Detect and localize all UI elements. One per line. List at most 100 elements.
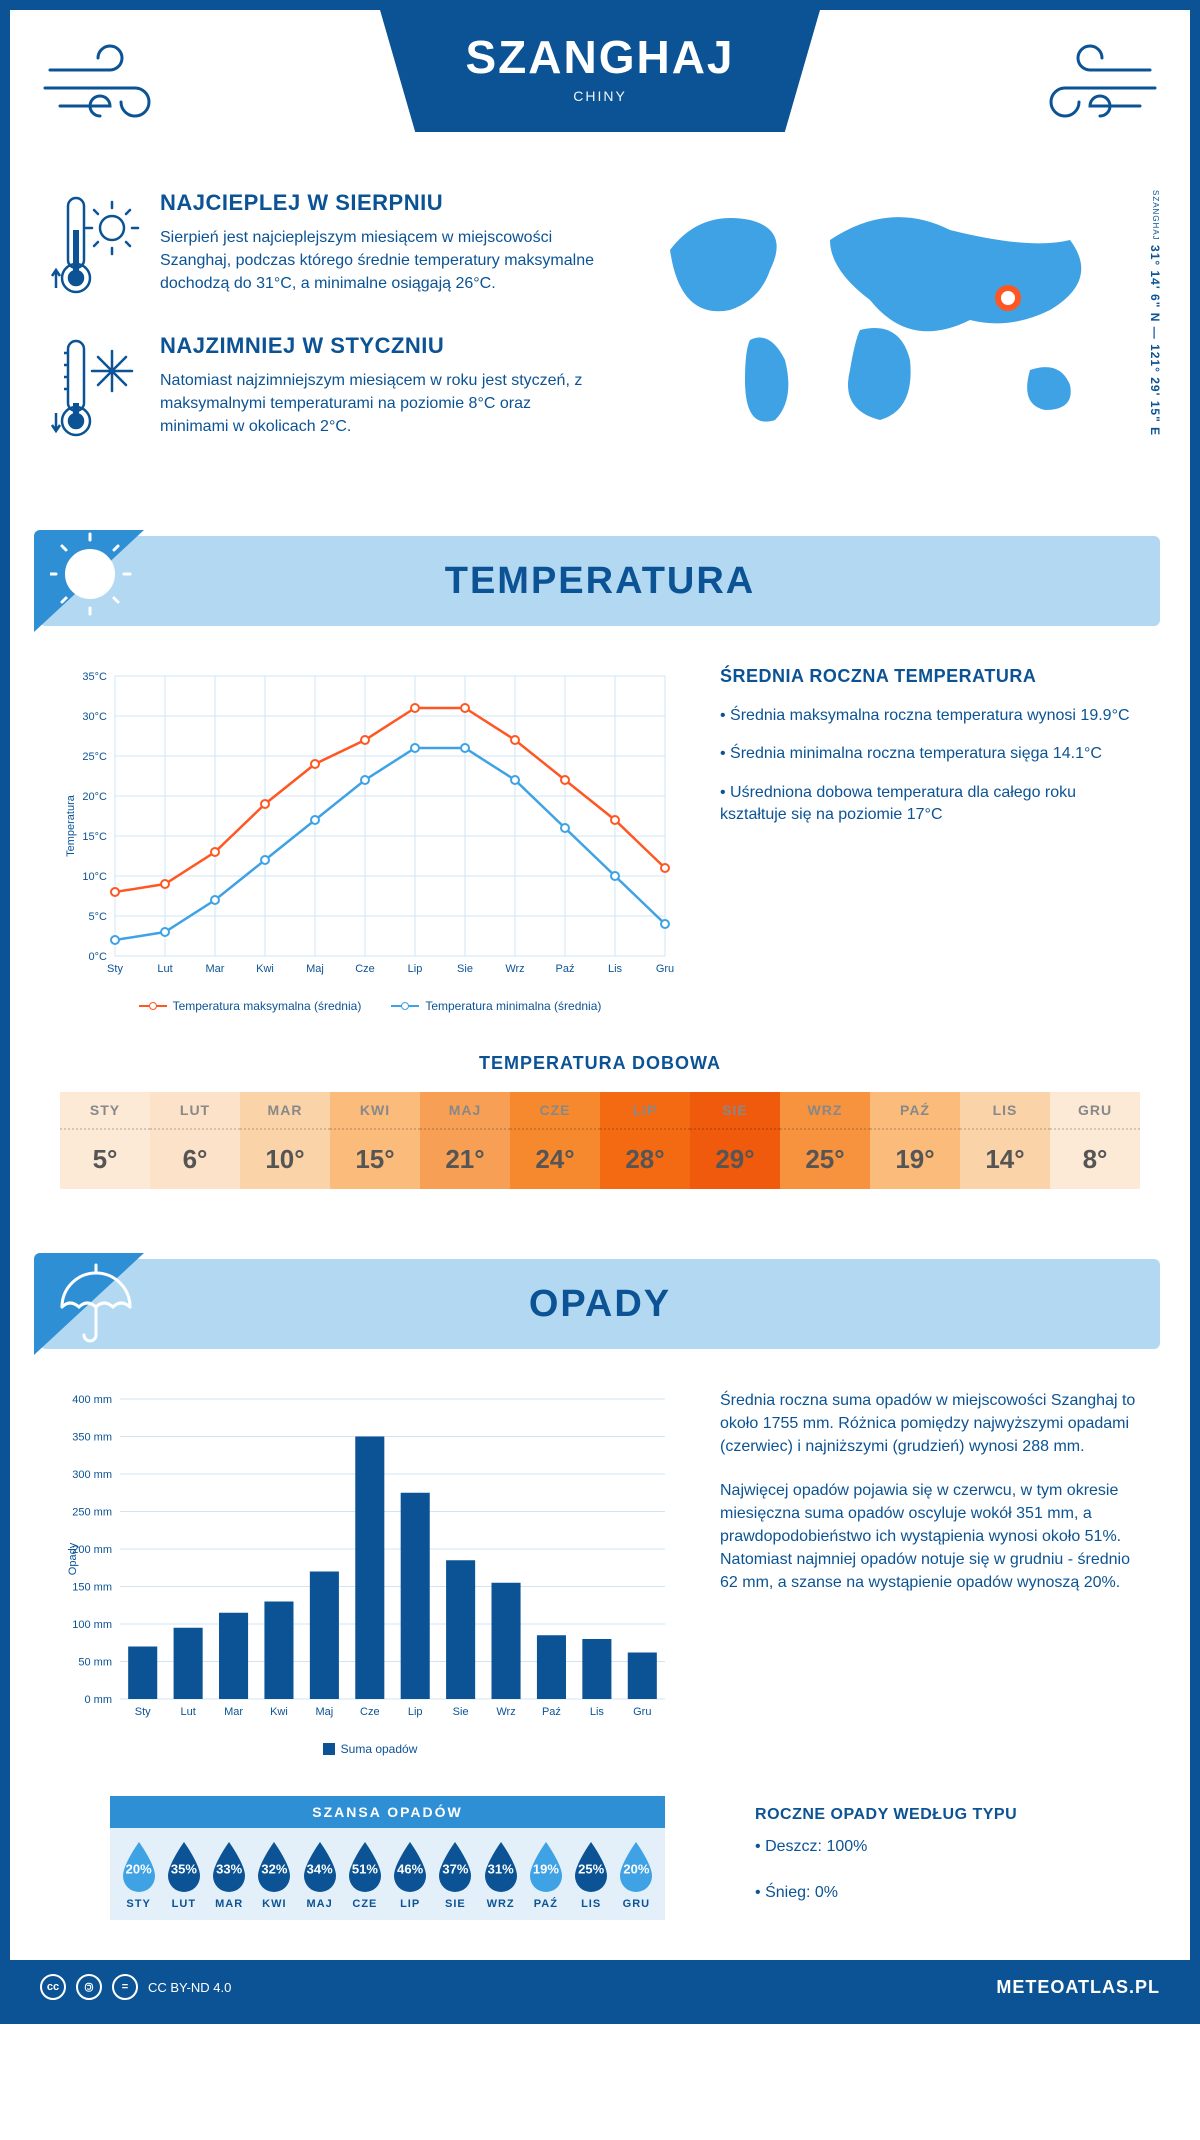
temperature-body: 0°C5°C10°C15°C20°C25°C30°C35°CStyLutMarK… [10,656,1190,1033]
thermometer-hot-icon [50,190,140,305]
chance-month: MAR [207,1898,252,1910]
type-bullet: • Śnieg: 0% [755,1880,1140,1906]
umbrella-icon [50,1255,140,1350]
chance-cell: 46% LIP [388,1840,433,1910]
legend-min: Temperatura minimalna (średnia) [391,999,601,1013]
svg-text:300 mm: 300 mm [72,1469,112,1481]
chance-month: WRZ [478,1898,523,1910]
rain-drop-icon: 33% [207,1840,251,1892]
chance-value: 25% [578,1861,604,1876]
temperature-section-header: TEMPERATURA [40,536,1160,626]
heat-value: 28° [600,1130,690,1189]
heat-value: 10° [240,1130,330,1189]
fact-coldest-text: NAJZIMNIEJ W STYCZNIU Natomiast najzimni… [160,333,600,448]
svg-text:Paź: Paź [556,963,575,975]
heat-month: MAR [240,1092,330,1130]
fact-hottest: NAJCIEPLEJ W SIERPNIU Sierpień jest najc… [50,190,600,305]
chance-value: 20% [623,1861,649,1876]
svg-text:25°C: 25°C [82,751,107,763]
rain-drop-icon: 32% [252,1840,296,1892]
heat-value: 29° [690,1130,780,1189]
sun-icon [50,532,140,627]
rain-drop-icon: 20% [614,1840,658,1892]
legend-precip-label: Suma opadów [341,1742,418,1756]
legend-precip-swatch [323,1743,335,1755]
daily-temp-title: TEMPERATURA DOBOWA [60,1053,1140,1074]
svg-text:Lip: Lip [408,963,423,975]
chance-cell: 33% MAR [207,1840,252,1910]
precipitation-chart-wrap: 0 mm50 mm100 mm150 mm200 mm250 mm300 mm3… [60,1389,680,1756]
chance-month: PAŹ [523,1898,568,1910]
legend-max: Temperatura maksymalna (średnia) [139,999,362,1013]
fact-hottest-text: NAJCIEPLEJ W SIERPNIU Sierpień jest najc… [160,190,600,305]
precipitation-body: 0 mm50 mm100 mm150 mm200 mm250 mm300 mm3… [10,1379,1190,1776]
precipitation-bar-chart: 0 mm50 mm100 mm150 mm200 mm250 mm300 mm3… [60,1389,680,1729]
svg-text:150 mm: 150 mm [72,1582,112,1594]
temp-bullet: • Uśredniona dobowa temperatura dla całe… [720,782,1140,827]
chance-value: 51% [352,1861,378,1876]
chance-month: LIP [388,1898,433,1910]
svg-text:0°C: 0°C [89,951,108,963]
wind-icon-left [40,40,190,135]
heat-value: 21° [420,1130,510,1189]
svg-text:15°C: 15°C [82,831,107,843]
svg-text:Opady: Opady [67,1542,79,1575]
world-map-icon [630,190,1130,450]
temperature-info: ŚREDNIA ROCZNA TEMPERATURA • Średnia mak… [720,666,1140,1013]
svg-text:100 mm: 100 mm [72,1619,112,1631]
coords-label: SZANGHAJ [1151,190,1160,241]
footer-site: METEOATLAS.PL [996,1977,1160,1998]
chance-value: 35% [171,1861,197,1876]
chance-value: 37% [442,1861,468,1876]
legend-precip: Suma opadów [323,1742,418,1756]
svg-text:35°C: 35°C [82,671,107,683]
svg-text:Sie: Sie [457,963,473,975]
type-bullet: • Deszcz: 100% [755,1834,1140,1860]
legend-min-swatch [391,1005,419,1007]
chance-cell: 32% KWI [252,1840,297,1910]
fact-coldest: NAJZIMNIEJ W STYCZNIU Natomiast najzimni… [50,333,600,448]
page: SZANGHAJ CHINY [0,0,1200,2024]
fact-coldest-title: NAJZIMNIEJ W STYCZNIU [160,333,600,359]
chance-cell: 31% WRZ [478,1840,523,1910]
chance-cell: 35% LUT [161,1840,206,1910]
svg-text:10°C: 10°C [82,871,107,883]
intro-section: NAJCIEPLEJ W SIERPNIU Sierpień jest najc… [10,180,1190,506]
chance-month: SIE [433,1898,478,1910]
svg-text:Mar: Mar [224,1706,243,1718]
precip-type-bullets: • Deszcz: 100% • Śnieg: 0% [755,1834,1140,1905]
heat-month: KWI [330,1092,420,1130]
svg-text:Lis: Lis [590,1706,605,1718]
temperature-chart-wrap: 0°C5°C10°C15°C20°C25°C30°C35°CStyLutMarK… [60,666,680,1013]
heat-month: MAJ [420,1092,510,1130]
svg-text:400 mm: 400 mm [72,1394,112,1406]
heat-month: LIS [960,1092,1050,1130]
precipitation-title: OPADY [529,1283,671,1326]
chance-value: 19% [533,1861,559,1876]
precip-p1: Średnia roczna suma opadów w miejscowośc… [720,1389,1140,1459]
fact-hottest-body: Sierpień jest najcieplejszym miesiącem w… [160,226,600,296]
heat-value: 25° [780,1130,870,1189]
header: SZANGHAJ CHINY [10,10,1190,180]
chance-cell: 20% GRU [614,1840,659,1910]
precipitation-section-header: OPADY [40,1259,1160,1349]
svg-text:Maj: Maj [316,1706,334,1718]
svg-text:Wrz: Wrz [505,963,524,975]
svg-text:Sie: Sie [453,1706,469,1718]
wind-icon-right [1010,40,1160,135]
svg-text:Paź: Paź [542,1706,561,1718]
svg-text:Wrz: Wrz [496,1706,515,1718]
svg-text:Gru: Gru [656,963,674,975]
chance-cell: 25% LIS [569,1840,614,1910]
svg-text:250 mm: 250 mm [72,1507,112,1519]
chance-month: LIS [569,1898,614,1910]
svg-text:Lut: Lut [157,963,172,975]
heat-month: LUT [150,1092,240,1130]
legend-max-label: Temperatura maksymalna (średnia) [173,999,362,1013]
heat-value: 5° [60,1130,150,1189]
svg-text:Sty: Sty [107,963,123,975]
rain-drop-icon: 37% [433,1840,477,1892]
heat-month: PAŹ [870,1092,960,1130]
heat-month: GRU [1050,1092,1140,1130]
chance-cell: 34% MAJ [297,1840,342,1910]
